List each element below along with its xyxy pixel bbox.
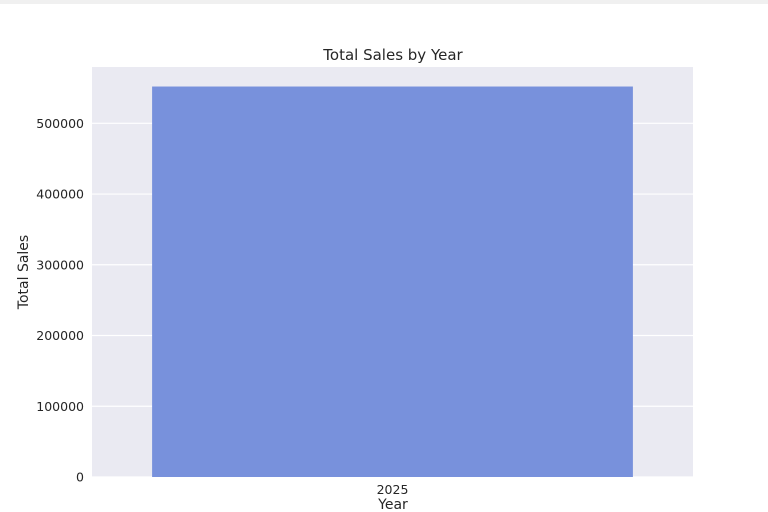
x-tick-label: 2025 [377,482,409,497]
y-tick-labels: 0 100000 200000 300000 400000 500000 [36,116,84,485]
y-tick-label: 200000 [36,328,84,343]
y-axis-label: Total Sales [16,235,32,310]
x-tick-labels: 2025 [377,482,409,497]
bar-2025 [152,86,633,478]
window-top-strip [0,0,768,4]
y-tick-label: 0 [76,470,84,485]
y-tick-label: 400000 [36,187,84,202]
chart-title: Total Sales by Year [322,46,463,64]
x-axis-label: Year [377,497,408,512]
y-tick-label: 100000 [36,399,84,414]
y-tick-label: 500000 [36,116,84,131]
bars [152,86,633,478]
y-tick-label: 300000 [36,257,84,272]
